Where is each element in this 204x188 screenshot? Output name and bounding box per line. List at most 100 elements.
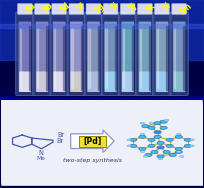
Bar — [0, 90, 204, 95]
FancyBboxPatch shape — [139, 71, 151, 92]
FancyBboxPatch shape — [69, 4, 84, 14]
Text: Br: Br — [57, 138, 64, 144]
Bar — [149, 26, 151, 90]
Bar — [0, 91, 204, 96]
FancyBboxPatch shape — [139, 21, 151, 92]
FancyBboxPatch shape — [103, 4, 118, 14]
FancyBboxPatch shape — [101, 12, 120, 96]
FancyBboxPatch shape — [137, 4, 152, 14]
Bar — [155, 18, 170, 96]
Bar — [183, 26, 185, 90]
FancyBboxPatch shape — [18, 4, 32, 14]
FancyBboxPatch shape — [19, 71, 31, 92]
Bar — [0, 24, 204, 28]
Text: 5a: 5a — [24, 1, 37, 14]
Bar — [29, 26, 31, 90]
FancyBboxPatch shape — [156, 71, 168, 92]
Text: 5l: 5l — [161, 1, 172, 13]
Circle shape — [130, 138, 137, 141]
FancyBboxPatch shape — [19, 21, 31, 92]
Bar — [132, 26, 134, 90]
Circle shape — [175, 147, 182, 150]
Text: N: N — [38, 150, 43, 156]
FancyBboxPatch shape — [67, 12, 85, 96]
Circle shape — [130, 144, 137, 147]
Circle shape — [157, 155, 164, 158]
Circle shape — [175, 135, 182, 138]
Circle shape — [148, 126, 155, 129]
Circle shape — [143, 155, 148, 158]
Bar — [63, 26, 65, 90]
Bar — [121, 18, 136, 96]
Bar — [140, 28, 141, 88]
Circle shape — [154, 122, 161, 125]
Circle shape — [166, 144, 173, 147]
FancyBboxPatch shape — [173, 71, 185, 92]
FancyBboxPatch shape — [120, 4, 135, 14]
Bar — [0, 92, 204, 97]
FancyBboxPatch shape — [86, 4, 101, 14]
Circle shape — [140, 133, 145, 135]
Circle shape — [158, 158, 163, 160]
Circle shape — [145, 153, 152, 157]
Circle shape — [149, 122, 154, 124]
FancyBboxPatch shape — [119, 12, 137, 96]
Circle shape — [140, 122, 145, 124]
Bar — [0, 93, 204, 98]
Bar — [0, 94, 204, 99]
Text: 5f: 5f — [75, 1, 87, 13]
Polygon shape — [71, 130, 114, 152]
Circle shape — [157, 141, 164, 144]
Circle shape — [142, 125, 149, 128]
Circle shape — [157, 146, 164, 149]
FancyBboxPatch shape — [87, 21, 100, 92]
Circle shape — [148, 138, 155, 141]
FancyBboxPatch shape — [136, 12, 154, 96]
Bar — [0, 94, 204, 99]
Circle shape — [140, 151, 145, 153]
Bar — [18, 18, 33, 96]
Circle shape — [148, 144, 155, 147]
FancyBboxPatch shape — [156, 21, 168, 92]
Circle shape — [151, 150, 158, 154]
Text: Br: Br — [57, 132, 64, 138]
Bar — [138, 18, 153, 96]
FancyBboxPatch shape — [122, 71, 133, 92]
Text: 5g: 5g — [92, 1, 106, 15]
Circle shape — [175, 150, 182, 154]
Circle shape — [139, 147, 146, 150]
FancyBboxPatch shape — [155, 4, 169, 14]
Circle shape — [190, 145, 194, 147]
Circle shape — [139, 135, 146, 138]
Bar — [115, 26, 116, 90]
FancyBboxPatch shape — [50, 12, 68, 96]
Bar — [0, 92, 204, 97]
FancyBboxPatch shape — [71, 71, 82, 92]
Text: 5d: 5d — [58, 1, 72, 15]
Bar — [0, 93, 204, 98]
FancyBboxPatch shape — [53, 71, 65, 92]
Text: [Pd]: [Pd] — [83, 136, 102, 146]
Text: 5i: 5i — [109, 1, 121, 13]
Bar — [123, 28, 124, 88]
Circle shape — [184, 144, 192, 147]
Text: 5m: 5m — [178, 1, 194, 16]
Bar — [0, 94, 204, 99]
Bar — [0, 0, 204, 60]
Circle shape — [127, 139, 131, 141]
FancyBboxPatch shape — [153, 12, 171, 96]
FancyBboxPatch shape — [33, 12, 51, 96]
Bar — [0, 95, 204, 100]
FancyBboxPatch shape — [104, 21, 117, 92]
Bar — [0, 93, 204, 98]
Bar — [0, 90, 204, 95]
Bar — [166, 26, 168, 90]
Bar — [172, 18, 187, 96]
Text: 5k: 5k — [144, 1, 157, 14]
FancyBboxPatch shape — [52, 4, 67, 14]
FancyBboxPatch shape — [53, 21, 65, 92]
Circle shape — [190, 139, 194, 141]
Bar — [46, 26, 48, 90]
FancyBboxPatch shape — [35, 4, 49, 14]
Bar — [105, 28, 107, 88]
